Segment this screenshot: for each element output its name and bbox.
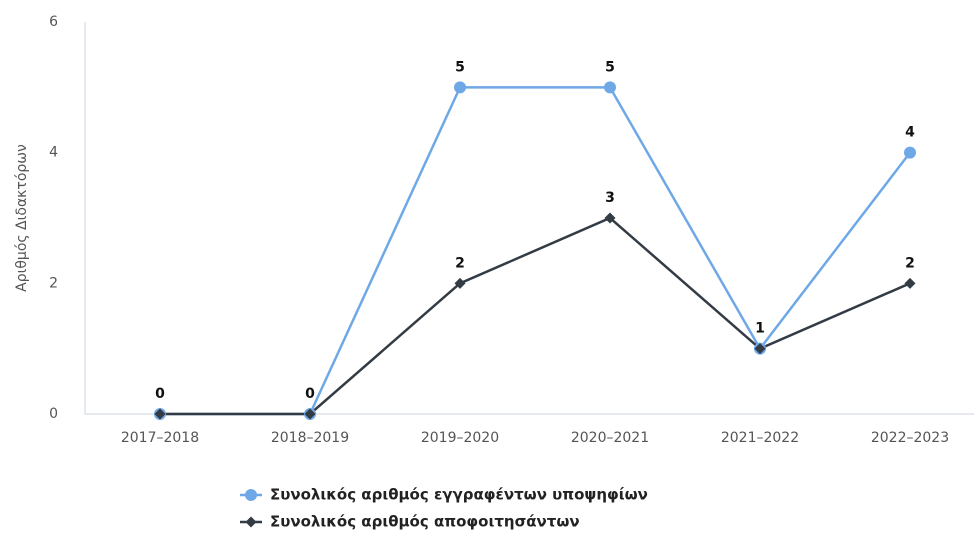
data-label: 5 <box>605 59 615 75</box>
data-label: 2 <box>455 255 465 271</box>
data-label: 0 <box>155 386 165 402</box>
x-tick-label: 2019–2020 <box>421 430 499 446</box>
legend-label: Συνολικός αριθμός αποφοιτησάντων <box>270 513 580 531</box>
data-label: 0 <box>305 386 315 402</box>
y-tick-label: 6 <box>49 14 58 30</box>
legend-marker <box>245 516 257 528</box>
x-tick-label: 2020–2021 <box>571 430 649 446</box>
point <box>154 408 166 420</box>
data-label: 5 <box>455 59 465 75</box>
point <box>754 343 766 355</box>
point <box>604 81 616 94</box>
x-tick-label: 2022–2023 <box>871 430 949 446</box>
point <box>304 408 316 420</box>
y-tick-label: 0 <box>49 406 58 422</box>
data-label: 1 <box>755 321 765 337</box>
y-axis-title: Αριθμός Διδακτόρων <box>14 144 30 292</box>
point <box>904 146 916 159</box>
data-label: 4 <box>905 125 915 141</box>
x-tick-label: 2021–2022 <box>721 430 799 446</box>
y-tick-label: 2 <box>49 275 58 291</box>
point <box>454 81 466 94</box>
y-tick-label: 4 <box>49 145 58 161</box>
data-label: 3 <box>605 190 615 206</box>
point <box>604 212 616 224</box>
series-line <box>160 216 911 416</box>
point <box>904 277 916 289</box>
data-label: 2 <box>905 255 915 271</box>
legend-label: Συνολικός αριθμός εγγραφέντων υποψηφίων <box>270 486 648 504</box>
x-tick-label: 2017–2018 <box>121 430 199 446</box>
legend-marker <box>245 489 257 501</box>
x-tick-label: 2018–2019 <box>271 430 349 446</box>
point <box>454 277 466 289</box>
